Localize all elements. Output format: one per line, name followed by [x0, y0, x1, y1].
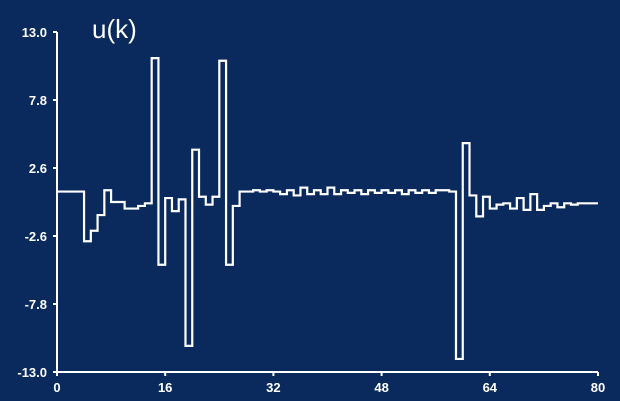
series-line-0: [57, 57, 598, 361]
axes-group: [56, 32, 598, 373]
chart-title: u(k): [92, 14, 137, 44]
x-tick-label: 16: [158, 380, 172, 395]
y-tick-label: -7.8: [25, 297, 47, 312]
x-tick-label: 64: [483, 380, 498, 395]
x-tick-label: 48: [374, 380, 388, 395]
x-tick-label: 0: [53, 380, 60, 395]
ticks-group: 13.0 7.8 2.6 -2.6 -7.8 -13.0 0 16 32 48 64 80: [17, 25, 605, 395]
y-tick-label: 2.6: [29, 161, 47, 176]
series-group: [57, 57, 598, 361]
y-tick-label: 13.0: [22, 25, 47, 40]
x-tick-label: 32: [266, 380, 280, 395]
y-tick-label: -13.0: [17, 365, 47, 380]
y-tick-label: -2.6: [25, 229, 47, 244]
x-tick-label: 80: [591, 380, 605, 395]
y-tick-label: 7.8: [29, 93, 47, 108]
